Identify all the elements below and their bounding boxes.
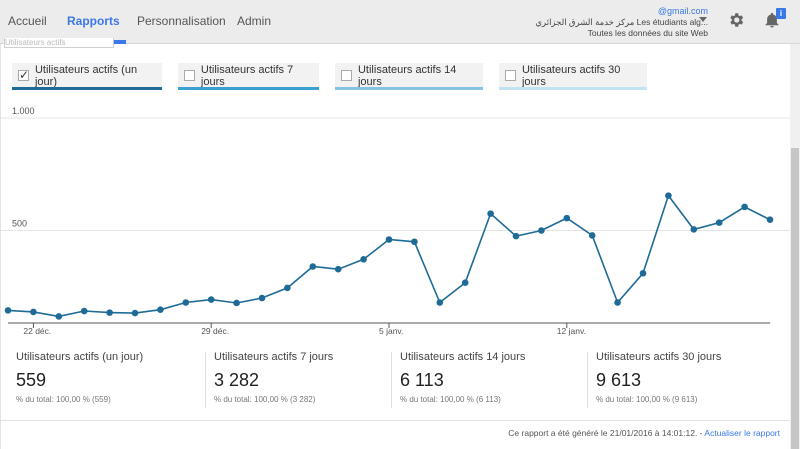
scrollbar-thumb[interactable] [791,148,799,449]
data-point [766,216,774,223]
data-point [436,299,444,306]
divider [205,352,206,408]
checkbox[interactable] [184,70,195,81]
summary-30day: Utilisateurs actifs 30 jours 9 613 % du … [596,351,776,404]
summary-value: 9 613 [596,370,642,390]
data-point [157,306,164,313]
summary-subtotal: % du total: 100,00 % (6 113) [400,395,501,404]
summary-value: 559 [16,370,47,390]
top-nav-bar: Accueil Rapports Personnalisation Admin … [0,0,800,44]
summary-label: Utilisateurs actifs 30 jours [596,351,722,363]
data-point [80,307,88,315]
data-point [461,279,469,286]
x-tick-label: 5 janv. [379,326,403,336]
account-email: @gmail.com [657,6,708,16]
data-point [639,269,647,277]
data-point [55,313,63,320]
metric-toggle-7day[interactable]: Utilisateurs actifs 7 jours [178,63,319,88]
x-tick-label: 22 déc. [23,326,51,336]
data-point [284,284,291,292]
checkbox-checked[interactable] [18,68,29,82]
report-footer: Ce rapport a été généré le 21/01/2016 à … [508,428,780,438]
x-tick-label: 29 déc. [201,326,229,336]
data-point [563,214,571,222]
notification-badge: i [776,8,786,19]
metric-color-1day [12,87,162,90]
data-point [411,238,418,246]
nav-reports[interactable]: Rapports [67,14,120,28]
data-point [309,263,317,270]
bell-icon[interactable] [763,11,781,29]
metric-color-14day [335,87,483,90]
data-point [512,232,520,240]
nav-home[interactable]: Accueil [8,14,47,28]
metric-label: Utilisateurs actifs 30 jours [521,63,621,88]
summary-label: Utilisateurs actifs 14 jours [400,351,526,363]
data-point [741,203,748,211]
data-point [106,309,113,316]
data-point [715,219,723,226]
nav-admin[interactable]: Admin [237,14,272,28]
data-point [30,308,37,316]
checkbox[interactable] [505,70,516,81]
account-name: مركز خدمة الشرق الجزائري Les étudiants a… [535,17,708,27]
y-tick-label: 500 [12,219,27,229]
report-panel [0,44,790,449]
tab-remnant[interactable]: Utilisateurs actifs [4,38,114,48]
metric-label: Utilisateurs actifs 14 jours [357,63,457,88]
footer-divider [0,420,790,421]
data-point [207,296,215,303]
summary-label: Utilisateurs actifs 7 jours [214,351,334,363]
summary-subtotal: % du total: 100,00 % (3 282) [214,395,316,404]
active-users-line-chart: 1.000 500 22 déc. 29 déc. 5 janv. 12 janv. [0,106,790,336]
y-tick-label: 1.000 [12,106,35,116]
summary-value: 3 282 [214,370,260,390]
metric-label: Utilisateurs actifs (un jour) [34,63,138,88]
data-point [182,299,190,306]
checkbox[interactable] [341,70,352,81]
summary-7day: Utilisateurs actifs 7 jours 3 282 % du t… [214,351,394,404]
account-view: Toutes les données du site Web [587,28,708,38]
nav-customization[interactable]: Personnalisation [137,14,226,28]
metric-toggle-14day[interactable]: Utilisateurs actifs 14 jours [335,63,483,88]
data-point [690,226,698,233]
metric-color-7day [178,87,319,90]
summary-subtotal: % du total: 100,00 % (559) [16,395,111,404]
divider [587,352,588,408]
data-point [131,309,139,317]
gear-icon[interactable] [727,11,745,29]
data-point [588,232,596,239]
metric-color-30day [499,87,647,90]
data-point [233,299,240,307]
summary-subtotal: % du total: 100,00 % (9 613) [596,395,698,404]
summary-1day: Utilisateurs actifs (un jour) 559 % du t… [16,351,196,404]
series-line [7,193,771,318]
data-point [665,192,672,199]
data-point [360,256,367,263]
chevron-down-icon[interactable] [699,17,707,22]
data-point [385,236,393,243]
x-tick-label: 12 janv. [557,326,586,336]
data-point [487,210,494,217]
data-point [538,227,545,234]
refresh-report-link[interactable]: Actualiser le rapport [704,428,780,438]
generated-timestamp: Ce rapport a été généré le 21/01/2016 à … [508,428,705,438]
data-point [258,294,266,302]
divider [391,352,392,408]
metric-label: Utilisateurs actifs 7 jours [200,63,294,88]
summary-value: 6 113 [400,370,444,390]
account-selector[interactable]: @gmail.com مركز خدمة الشرق الجزائري Les … [535,6,708,39]
data-point [614,299,621,306]
metric-toggle-1day[interactable]: Utilisateurs actifs (un jour) [12,63,162,88]
metric-toggle-30day[interactable]: Utilisateurs actifs 30 jours [499,63,647,88]
summary-label: Utilisateurs actifs (un jour) [16,351,144,363]
data-point [334,265,342,273]
summary-14day: Utilisateurs actifs 14 jours 6 113 % du … [400,351,580,404]
data-point [4,307,12,314]
